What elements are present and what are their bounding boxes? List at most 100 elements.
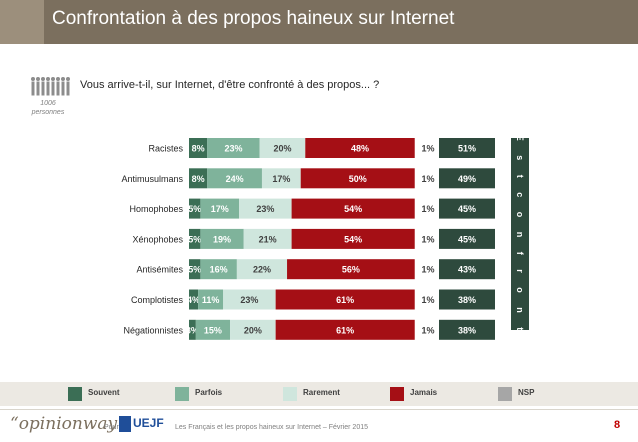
bar-antisemites-jamais: [287, 259, 415, 280]
data-label-negationnistes-nsp: 1%: [421, 325, 434, 335]
bar-xenophobes-souvent: [189, 228, 201, 249]
data-label-complotistes-souvent: 4%: [187, 295, 200, 305]
bar-antisemites-rarement: [236, 259, 288, 280]
bar-antisemites-souvent: [189, 259, 201, 280]
data-label-antimusulmans-souvent: 8%: [192, 174, 205, 184]
data-label-complotistes-nsp: 1%: [421, 295, 434, 305]
total-box-antimusulmans: [439, 168, 495, 189]
uejf-logo: UEJF: [119, 414, 171, 436]
data-label-antisemites-nsp: 1%: [421, 265, 434, 275]
data-label-xenophobes-nsp: 1%: [421, 234, 434, 244]
legend-label-jamais: Jamais: [410, 388, 438, 397]
data-label-negationnistes-souvent: 3%: [186, 325, 199, 335]
data-label-antisemites-parfois: 16%: [210, 265, 228, 275]
bar-complotistes-rarement: [223, 289, 276, 310]
data-label-complotistes-rarement: 23%: [240, 295, 258, 305]
people-icon: [31, 77, 70, 96]
bar-racistes-rarement: [259, 138, 306, 158]
uejf-logo-text: UEJF: [133, 416, 164, 430]
stacked-bar-chart: Racistes 8% 23% 20% 48% 1% 51% Antimusulmans 8% 2…: [121, 138, 495, 340]
data-label-xenophobes-souvent: 5%: [188, 234, 201, 244]
bar-homophobes-souvent: [189, 198, 201, 219]
category-label-antimusulmans: Antimusulmans: [121, 174, 183, 184]
total-label-complotistes: 38%: [458, 295, 476, 305]
bar-antimusulmans-souvent: [189, 168, 208, 189]
total-box-racistes: [439, 138, 495, 158]
data-label-complotistes-jamais: 61%: [336, 295, 354, 305]
total-box-homophobes: [439, 198, 495, 219]
footer-text: Les Français et les propos haineux sur I…: [175, 424, 368, 431]
legend-label-souvent: Souvent: [88, 388, 120, 397]
total-label-negationnistes: 38%: [458, 325, 476, 335]
total-label-antimusulmans: 49%: [458, 174, 476, 184]
bar-racistes-jamais: [305, 138, 415, 158]
legend-swatch-jamais: [390, 387, 404, 401]
data-label-xenophobes-jamais: 54%: [344, 234, 362, 244]
sample-unit: personnes: [31, 109, 65, 116]
data-label-homophobes-souvent: 5%: [188, 204, 201, 214]
side-label-text: % E s t c o n f r o n t é: [515, 112, 525, 356]
data-label-racistes-souvent: 8%: [192, 144, 205, 154]
category-label-racistes: Racistes: [148, 144, 183, 154]
bar-homophobes-parfois: [200, 198, 240, 219]
bar-xenophobes-parfois: [200, 228, 244, 249]
data-label-xenophobes-rarement: 21%: [259, 234, 277, 244]
bar-negationnistes-jamais: [275, 319, 415, 340]
legend-label-nsp: NSP: [518, 388, 535, 397]
title-accent: [0, 0, 44, 44]
bar-antimusulmans-parfois: [207, 168, 262, 189]
legend-swatch-rarement: [283, 387, 297, 401]
legend-swatch-parfois: [175, 387, 189, 401]
data-label-homophobes-rarement: 23%: [256, 204, 274, 214]
legend: Souvent Parfois Rarement Jamais NSP: [0, 382, 638, 406]
bar-xenophobes-jamais: [291, 228, 415, 249]
total-box-complotistes: [439, 289, 495, 310]
bar-racistes-souvent: [189, 138, 208, 158]
total-label-antisemites: 43%: [458, 265, 476, 275]
data-label-negationnistes-jamais: 61%: [336, 325, 354, 335]
title-bar: Confrontation à des propos haineux sur I…: [0, 0, 638, 44]
data-label-antimusulmans-jamais: 50%: [349, 174, 367, 184]
data-label-racistes-parfois: 23%: [224, 144, 242, 154]
data-label-racistes-nsp: 1%: [421, 144, 434, 154]
total-label-xenophobes: 45%: [458, 234, 476, 244]
data-label-antimusulmans-parfois: 24%: [226, 174, 244, 184]
data-label-complotistes-parfois: 11%: [202, 295, 220, 305]
data-label-antimusulmans-rarement: 17%: [272, 174, 290, 184]
category-label-complotistes: Complotistes: [131, 295, 184, 305]
bar-negationnistes-parfois: [195, 319, 231, 340]
data-label-homophobes-jamais: 54%: [344, 204, 362, 214]
data-label-racistes-rarement: 20%: [273, 144, 291, 154]
total-label-homophobes: 45%: [458, 204, 476, 214]
category-label-homophobes: Homophobes: [129, 204, 183, 214]
total-box-antisemites: [439, 259, 495, 280]
data-label-homophobes-parfois: 17%: [211, 204, 229, 214]
bar-complotistes-parfois: [198, 289, 224, 310]
footer-divider: [0, 409, 638, 410]
bar-antimusulmans-jamais: [300, 168, 415, 189]
total-box-xenophobes: [439, 228, 495, 249]
data-label-negationnistes-parfois: 15%: [204, 325, 222, 335]
sample-size: 1006: [40, 100, 56, 107]
page-title: Confrontation à des propos haineux sur I…: [52, 8, 455, 29]
legend-label-parfois: Parfois: [195, 388, 223, 397]
bar-negationnistes-souvent: [189, 319, 196, 340]
total-label-racistes: 51%: [458, 144, 476, 154]
data-label-homophobes-nsp: 1%: [421, 204, 434, 214]
category-label-xenophobes: Xénophobes: [132, 234, 183, 244]
data-label-antimusulmans-nsp: 1%: [421, 174, 434, 184]
page-number: 8: [614, 419, 621, 431]
data-label-antisemites-souvent: 5%: [188, 265, 201, 275]
data-label-xenophobes-parfois: 19%: [213, 234, 231, 244]
bar-antimusulmans-rarement: [261, 168, 301, 189]
opinionway-logo: “opinionway: [10, 414, 118, 434]
uejf-mark-icon: [119, 416, 131, 432]
bar-racistes-parfois: [207, 138, 260, 158]
total-box-negationnistes: [439, 319, 495, 340]
bar-complotistes-souvent: [189, 289, 199, 310]
legend-swatch-souvent: [68, 387, 82, 401]
data-label-negationnistes-rarement: 20%: [244, 325, 262, 335]
question-text: Vous arrive-t-il, sur Internet, d'être c…: [80, 79, 380, 91]
bar-complotistes-jamais: [275, 289, 415, 310]
